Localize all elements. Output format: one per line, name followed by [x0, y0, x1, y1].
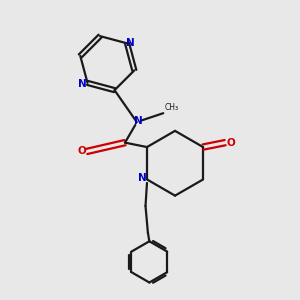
Text: N: N	[134, 116, 142, 126]
Text: CH₃: CH₃	[165, 103, 179, 112]
Text: O: O	[77, 146, 86, 157]
Text: O: O	[226, 138, 235, 148]
Text: N: N	[138, 173, 147, 183]
Text: N: N	[126, 38, 135, 48]
Text: N: N	[78, 79, 87, 88]
